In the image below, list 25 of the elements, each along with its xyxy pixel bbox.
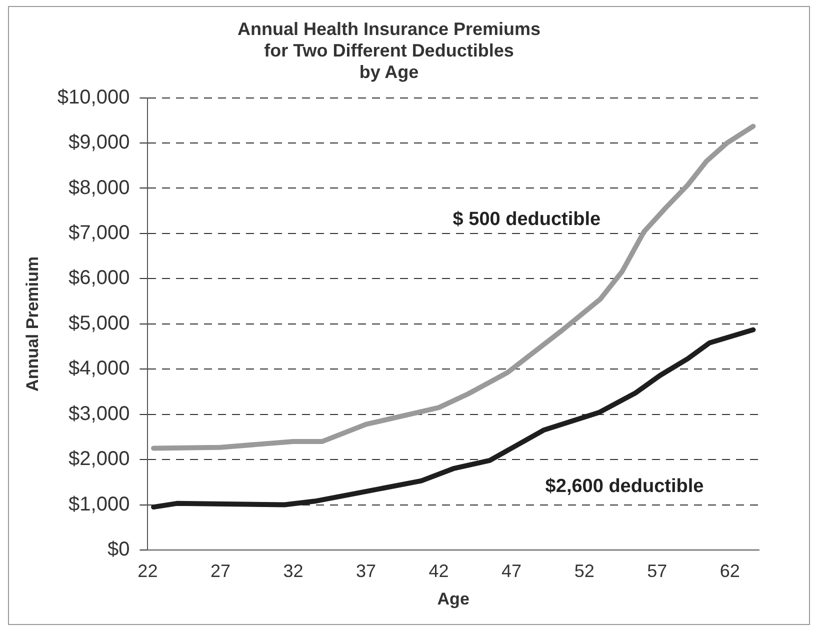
y-tick-label: $1,000 bbox=[68, 493, 130, 516]
y-tick-label: $4,000 bbox=[68, 358, 130, 380]
y-tick-label: $6,000 bbox=[68, 267, 130, 290]
y-tick-label: $9,000 bbox=[68, 132, 130, 154]
text: $2,600 deductible bbox=[545, 476, 704, 497]
x-tick-label: 32 bbox=[283, 560, 304, 581]
y-tick-label: $7,000 bbox=[68, 222, 130, 244]
y-tick-label: $5,000 bbox=[68, 312, 130, 334]
x-tick-label: 62 bbox=[720, 560, 740, 581]
x-tick-label: 37 bbox=[356, 560, 376, 581]
y-tick-label: $0 bbox=[107, 538, 130, 561]
text: $ 500 deductible bbox=[452, 209, 601, 230]
y-tick-label: $3,000 bbox=[68, 402, 130, 425]
x-tick-label: 22 bbox=[138, 560, 158, 581]
y-axis-title: Annual Premium bbox=[22, 256, 42, 392]
y-tick-label: $8,000 bbox=[68, 176, 130, 199]
x-tick-label: 52 bbox=[574, 560, 594, 581]
x-tick-label: 47 bbox=[502, 560, 522, 581]
x-axis-title: Age bbox=[437, 589, 470, 608]
x-tick-label: 57 bbox=[647, 560, 668, 581]
x-tick-label: 42 bbox=[428, 560, 449, 581]
y-tick-label: $10,000 bbox=[57, 86, 130, 108]
chart-title: Annual Health Insurance Premiums for Two Different Deductibles by Age bbox=[237, 18, 541, 82]
y-tick-label: $2,000 bbox=[68, 448, 130, 470]
x-tick-label: 27 bbox=[210, 560, 230, 581]
